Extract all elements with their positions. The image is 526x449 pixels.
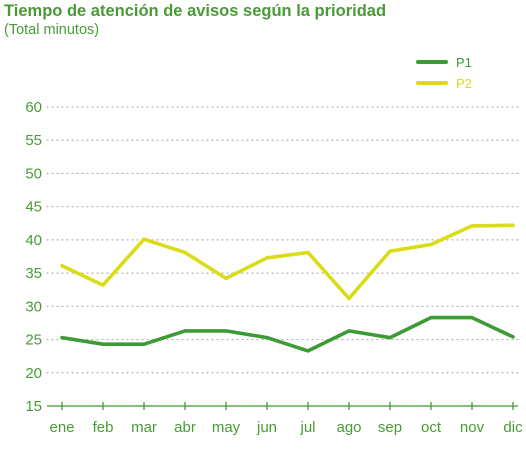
y-tick-label: 60 xyxy=(25,99,42,116)
x-tick-label: ene xyxy=(49,419,74,436)
y-tick-label: 15 xyxy=(25,398,42,415)
series-lines xyxy=(60,223,515,353)
chart-title: Tiempo de atención de avisos según la pr… xyxy=(4,2,387,20)
y-tick-label: 35 xyxy=(25,265,42,282)
x-tick-label: nov xyxy=(460,419,485,436)
x-tick-label: may xyxy=(212,419,241,436)
legend-label-p2: P2 xyxy=(456,76,472,91)
y-tick-label: 45 xyxy=(25,199,42,216)
y-tick-label: 25 xyxy=(25,332,42,349)
series-line-p1 xyxy=(60,315,515,353)
gridlines xyxy=(46,106,519,374)
x-tick-label: abr xyxy=(174,419,196,436)
x-tick-label: ago xyxy=(336,419,361,436)
series-line-p2 xyxy=(60,223,515,301)
x-tick-label: mar xyxy=(131,419,157,436)
y-tick-label: 40 xyxy=(25,232,42,249)
y-tick-label: 30 xyxy=(25,298,42,315)
y-tick-label: 55 xyxy=(25,132,42,149)
legend-label-p1: P1 xyxy=(456,55,472,70)
x-tick-label: oct xyxy=(421,419,442,436)
axes: 15 20 25 30 35 40 45 50 55 60 ene feb mar abr may jun ju… xyxy=(25,99,523,436)
x-tick-label: jul xyxy=(299,419,315,436)
y-tick-label: 20 xyxy=(25,365,42,382)
chart-subtitle: (Total minutos) xyxy=(4,22,100,38)
x-tick-label: jun xyxy=(256,419,277,436)
x-tick-label: sep xyxy=(378,419,402,436)
y-tick-label: 50 xyxy=(25,165,42,182)
x-tick-label: feb xyxy=(93,419,114,436)
x-tick-label: dic xyxy=(503,419,523,436)
